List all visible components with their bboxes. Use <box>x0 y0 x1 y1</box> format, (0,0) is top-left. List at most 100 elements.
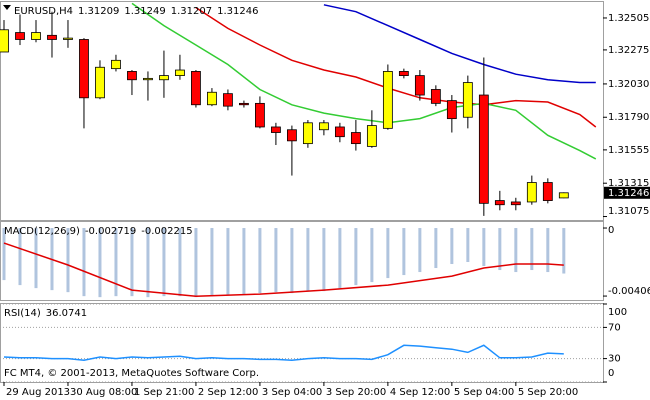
candle-body <box>255 102 265 128</box>
histogram-bar <box>562 228 566 274</box>
candle-body <box>287 129 297 142</box>
histogram-bar <box>354 228 358 286</box>
candle-body <box>462 82 473 118</box>
header-value: -0.002215 <box>141 226 192 237</box>
y-tick-label: 1.32275 <box>608 45 649 56</box>
histogram-bar <box>546 228 550 273</box>
histogram-bar <box>162 228 166 297</box>
candle-body <box>31 32 41 40</box>
header-value: RSI(14) <box>4 308 41 319</box>
y-tick-label: 70 <box>608 322 621 333</box>
candle-body <box>350 132 361 145</box>
panel-header: MACD(12,26,9) -0.002719 -0.002215 <box>4 226 193 237</box>
panel-frame <box>0 303 604 383</box>
y-tick-label: -0.004065 <box>608 286 650 297</box>
histogram-bar <box>514 228 518 273</box>
histogram-bar <box>482 228 486 267</box>
candle-body <box>302 122 313 145</box>
candle-body <box>63 37 73 40</box>
panel-frame <box>0 221 604 301</box>
histogram-bar <box>114 228 118 297</box>
x-tick-label: 5 Sep 04:00 <box>454 387 514 398</box>
y-tick-label: 1.31790 <box>608 112 649 123</box>
candle-body <box>223 93 233 107</box>
candle-body <box>175 69 185 76</box>
histogram-bar <box>306 228 310 292</box>
histogram-bar <box>194 228 198 298</box>
price-label: 1.31246 <box>608 188 649 199</box>
candle-body <box>239 102 249 106</box>
candle-body <box>414 75 425 96</box>
histogram-bar <box>18 228 22 286</box>
histogram-bar <box>418 228 422 273</box>
panel-header: RSI(14) 36.0741 <box>4 308 87 319</box>
histogram-bar <box>434 228 438 269</box>
header-value: 1.31246 <box>217 6 258 17</box>
histogram-bar <box>66 228 70 293</box>
x-tick-label: 2 Sep 12:00 <box>198 387 258 398</box>
histogram-bar <box>338 228 342 289</box>
histogram-bar <box>386 228 390 279</box>
x-tick-label: 29 Aug 2013 <box>6 387 70 398</box>
candle-body <box>478 94 489 204</box>
y-tick-label: 0 <box>608 225 614 236</box>
histogram-bar <box>242 228 246 295</box>
candle-body <box>446 100 457 120</box>
price-label-box <box>604 186 650 199</box>
candle-body <box>271 126 281 133</box>
x-tick-label: 30 Aug 08:00 <box>70 387 137 398</box>
candle-body <box>526 182 537 203</box>
histogram-bar <box>226 228 230 296</box>
histogram-bar <box>466 228 470 263</box>
panel-header: EURUSD,H4 1.31209 1.31249 1.31207 1.31246 <box>14 6 258 17</box>
header-value: 1.31209 <box>78 6 119 17</box>
histogram-bar <box>274 228 278 293</box>
y-tick-label: 1.32505 <box>608 13 649 24</box>
y-tick-label: 1.31075 <box>608 206 649 217</box>
panel-frame <box>0 1 604 221</box>
header-value: 1.31207 <box>171 6 212 17</box>
y-tick-label: 1.32030 <box>608 79 649 90</box>
histogram-bar <box>402 228 406 276</box>
candle-body <box>398 71 409 76</box>
histogram-bar <box>498 228 502 271</box>
y-tick-label: 1.31555 <box>608 145 649 156</box>
candle-body <box>430 89 441 104</box>
histogram-bar <box>450 228 454 265</box>
histogram-bar <box>322 228 326 292</box>
header-value: -0.002719 <box>85 226 136 237</box>
candle-body <box>494 200 505 206</box>
histogram-bar <box>146 228 150 298</box>
header-value: 36.0741 <box>46 308 87 319</box>
candle-body <box>318 122 329 131</box>
header-value: MACD(12,26,9) <box>4 226 80 237</box>
menu-icon <box>3 5 11 10</box>
candle-body <box>510 201 521 206</box>
candle-body <box>0 29 9 53</box>
histogram-bar <box>2 228 6 281</box>
histogram-bar <box>98 228 102 298</box>
candle-body <box>47 34 57 40</box>
candle-body <box>207 91 217 106</box>
candle-body <box>542 182 553 201</box>
y-tick-label: 100 <box>608 307 627 318</box>
indicator-line <box>195 6 597 128</box>
histogram-bar <box>530 228 534 271</box>
candle-body <box>143 77 153 81</box>
histogram-bar <box>370 228 374 283</box>
header-value: 1.31249 <box>124 6 165 17</box>
histogram-bar <box>130 228 134 297</box>
histogram-bar <box>178 228 182 297</box>
y-tick-label: 0 <box>608 368 614 379</box>
candle-body <box>366 125 377 147</box>
indicator-line <box>3 242 564 297</box>
indicator-line <box>3 344 564 361</box>
y-tick-label: 30 <box>608 354 621 365</box>
candle-body <box>191 71 201 106</box>
candle-body <box>111 59 121 70</box>
candle-body <box>79 39 89 99</box>
candle-body <box>334 126 345 138</box>
indicator-line <box>323 4 596 84</box>
